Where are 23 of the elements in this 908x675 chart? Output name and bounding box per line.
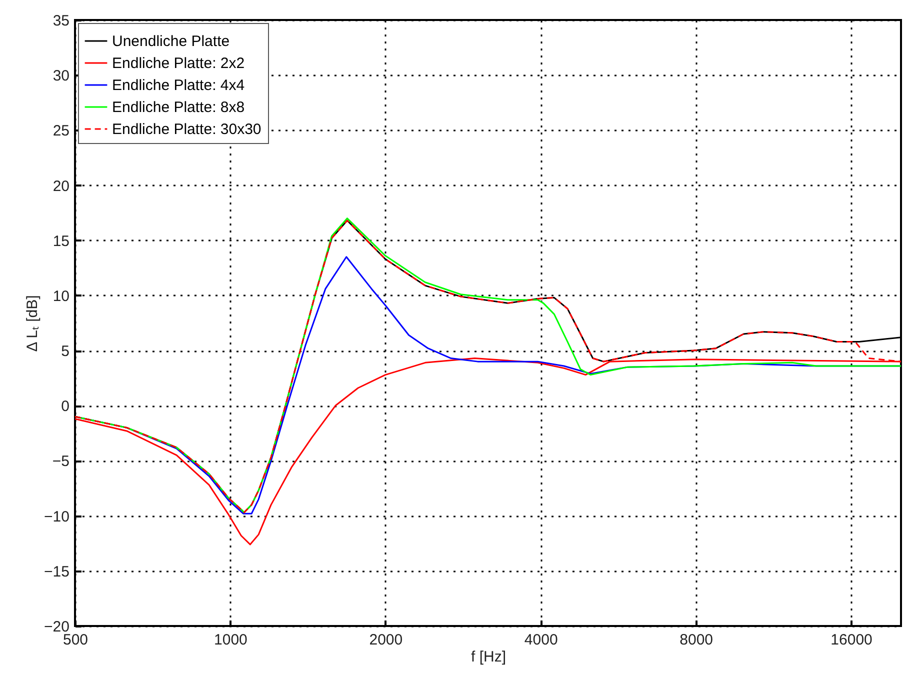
y-tick-label: −10	[44, 508, 70, 526]
y-tick-label: 30	[52, 68, 70, 85]
x-tick-label: 2000	[369, 632, 403, 648]
x-axis-title: f [Hz]	[470, 648, 506, 666]
legend-label: Endliche Platte: 2x2	[112, 55, 245, 72]
y-tick-label: 5	[61, 343, 70, 360]
y-tick-label: 0	[61, 398, 70, 416]
y-tick-label: 10	[52, 288, 70, 305]
legend-label: Endliche Platte: 4x4	[112, 77, 245, 94]
y-tick-label: −5	[52, 453, 70, 470]
y-tick-label: −15	[44, 563, 70, 580]
legend-label: Endliche Platte: 30x30	[112, 121, 262, 138]
y-axis-title: Δ Lₜ [dB]	[24, 295, 42, 352]
legend-label: Unendliche Platte	[112, 33, 230, 50]
y-tick-label: 25	[52, 122, 70, 140]
x-tick-label: 4000	[524, 632, 558, 648]
x-tick-label: 1000	[214, 632, 248, 648]
y-tick-label: 35	[52, 12, 70, 30]
x-tick-label: 8000	[680, 632, 714, 648]
legend-label: Endliche Platte: 8x8	[112, 99, 245, 116]
x-tick-label: 16000	[830, 632, 872, 648]
y-tick-label: 15	[52, 232, 70, 250]
y-tick-label: 20	[52, 178, 70, 195]
